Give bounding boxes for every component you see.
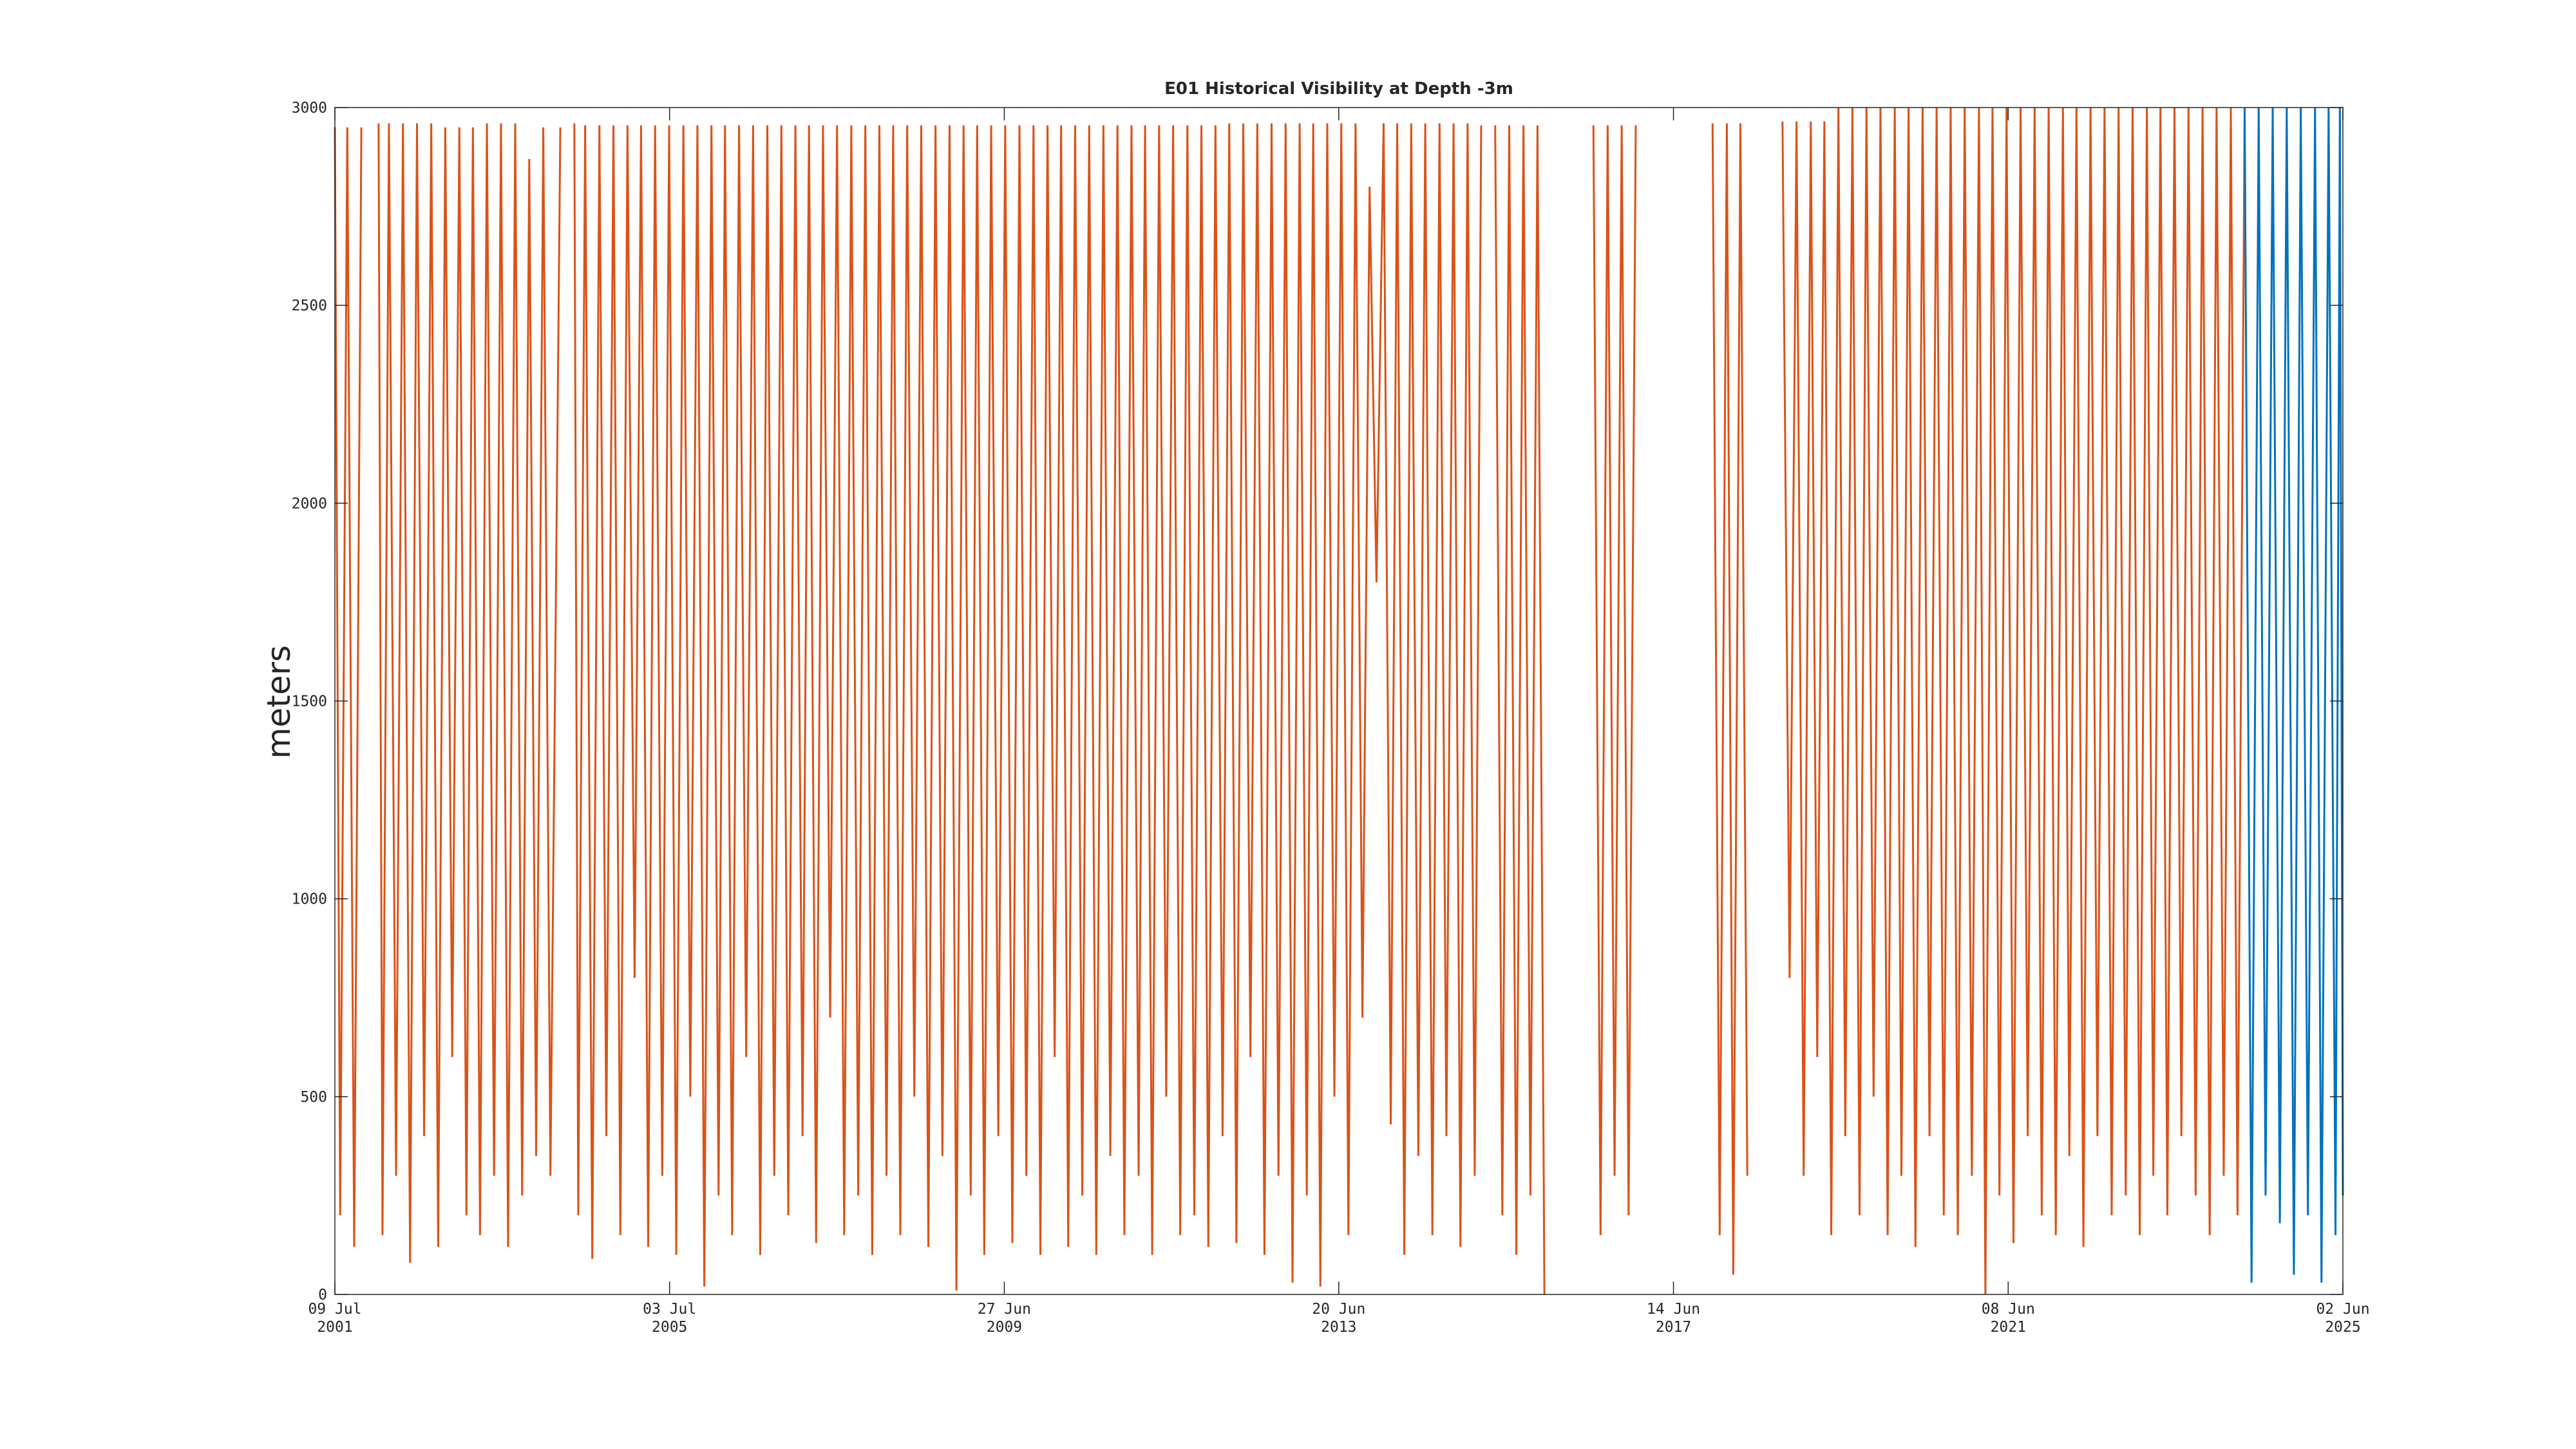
y-tick-label: 1500 (292, 694, 327, 710)
y-tick-label: 0 (318, 1287, 327, 1303)
y-tick-label: 500 (300, 1089, 327, 1106)
data-line (334, 107, 2246, 1295)
x-tick-label: 27 Jun (978, 1301, 1031, 1318)
x-tick-label: 08 Jun (1982, 1301, 2035, 1318)
data-line (2243, 107, 2344, 1283)
x-tick-label: 2009 (987, 1319, 1022, 1336)
x-tick-label: 03 Jul (643, 1301, 696, 1318)
y-tick-label: 1000 (292, 891, 327, 908)
y-axis-label: meters (260, 645, 298, 759)
x-tick-label: 2013 (1321, 1319, 1356, 1336)
x-tick-label: 02 Jun (2316, 1301, 2369, 1318)
y-tick-label: 3000 (292, 100, 327, 117)
x-tick-label: 14 Jun (1647, 1301, 1700, 1318)
y-tick-label: 2500 (292, 298, 327, 314)
y-tick-label: 2000 (292, 495, 327, 512)
x-tick-label: 2017 (1656, 1319, 1691, 1336)
x-tick-label: 2021 (1991, 1319, 2026, 1336)
x-tick-label: 2005 (652, 1319, 687, 1336)
chart-title: E01 Historical Visibility at Depth -3m (1164, 79, 1513, 99)
x-tick-label: 2001 (317, 1319, 352, 1336)
x-tick-label: 20 Jun (1312, 1301, 1365, 1318)
x-tick-label: 09 Jul (308, 1301, 361, 1318)
x-tick-label: 2025 (2325, 1319, 2360, 1336)
